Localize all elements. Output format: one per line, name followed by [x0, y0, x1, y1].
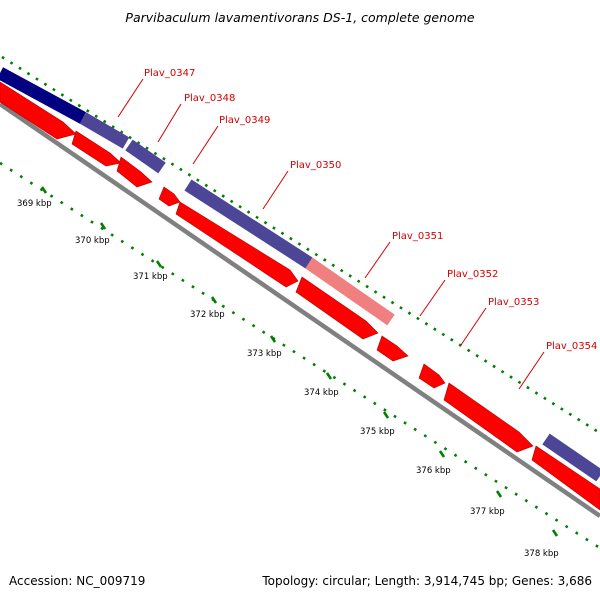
ruler-minor-ticks — [0, 161, 600, 550]
ruler-major-tick — [495, 490, 503, 498]
ruler-tick-label: 377 kbp — [470, 507, 505, 517]
genome-summary-text: Topology: circular; Length: 3,914,745 bp… — [261, 574, 592, 588]
gene-leader-line — [364, 241, 391, 279]
cds-arrow — [531, 445, 600, 511]
gene-label: Plav_0354 — [546, 341, 597, 352]
feature-segment — [305, 257, 395, 326]
ruler-tick-label: 375 kbp — [360, 427, 395, 437]
ruler-tick-label: 374 kbp — [304, 388, 339, 398]
ruler-tick-label: 369 kbp — [17, 199, 52, 209]
feature-segment — [125, 139, 166, 174]
ruler-tick-label: 376 kbp — [416, 466, 451, 476]
ruler-major-tick — [325, 372, 333, 380]
ruler-major-ticks — [40, 186, 559, 537]
cds-arrow — [443, 382, 534, 453]
ruler-major-tick — [99, 222, 107, 230]
ruler-major-tick — [382, 411, 390, 419]
cds-arrow — [158, 186, 181, 207]
gene-leaders — [117, 78, 545, 390]
ruler-tick-labels: 369 kbp 370 kbp 371 kbp 372 kbp 373 kbp … — [17, 199, 559, 559]
ruler-major-tick — [40, 186, 48, 194]
gene-leader-line — [192, 125, 219, 165]
cds-arrow — [116, 156, 153, 188]
cds-arrow — [376, 335, 409, 362]
cds-arrow — [295, 276, 379, 340]
gene-labels: Plav_0347 Plav_0348 Plav_0349 Plav_0350 … — [144, 68, 597, 352]
genome-backbone — [0, 102, 600, 518]
ruler-tick-label: 371 kbp — [133, 272, 168, 282]
gene-leader-line — [460, 307, 487, 346]
gene-leader-line — [157, 103, 182, 143]
feature-segment — [542, 433, 600, 482]
feature-segment — [0, 67, 87, 124]
ruler-major-tick — [551, 529, 559, 537]
ruler-major-tick — [438, 450, 446, 458]
map-title: Parvibaculum lavamentivorans DS-1, compl… — [125, 10, 474, 25]
gene-label: Plav_0350 — [290, 160, 341, 171]
accession-text: Accession: NC_009719 — [9, 574, 145, 588]
gene-leader-line — [518, 351, 545, 390]
gene-label: Plav_0352 — [447, 269, 498, 280]
feature-track — [0, 67, 600, 482]
ruler-tick-label: 378 kbp — [524, 549, 559, 559]
feature-segment — [184, 179, 313, 269]
ruler-major-tick — [269, 335, 277, 343]
gene-label: Plav_0348 — [184, 93, 235, 104]
gene-label: Plav_0349 — [219, 115, 270, 126]
ruler-tick-label: 372 kbp — [190, 310, 225, 320]
cds-arrow — [175, 201, 299, 288]
ruler-tick-label: 370 kbp — [75, 236, 110, 246]
cds-arrow — [418, 363, 446, 389]
ruler-major-tick — [155, 260, 163, 268]
ruler-major-tick — [210, 296, 218, 304]
ruler-tick-label: 373 kbp — [247, 349, 282, 359]
gene-label: Plav_0351 — [392, 231, 443, 242]
gene-leader-line — [117, 78, 144, 118]
gene-leader-line — [419, 279, 446, 317]
cds-arrow — [71, 130, 122, 167]
feature-segment — [79, 112, 130, 149]
gene-label: Plav_0353 — [488, 297, 539, 308]
gene-leader-line — [262, 170, 289, 210]
cds-track — [0, 81, 600, 511]
cds-arrow — [0, 81, 77, 140]
gene-label: Plav_0347 — [144, 68, 195, 79]
